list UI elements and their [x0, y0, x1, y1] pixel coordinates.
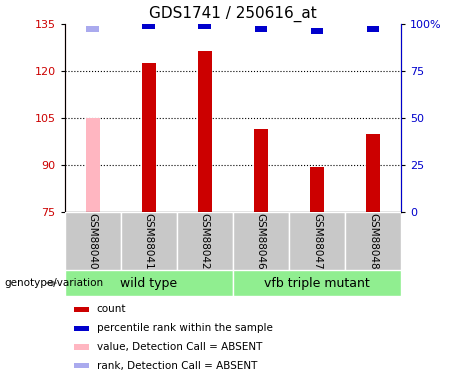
Text: GSM88046: GSM88046	[256, 213, 266, 270]
Text: GSM88040: GSM88040	[88, 213, 98, 270]
Text: value, Detection Call = ABSENT: value, Detection Call = ABSENT	[97, 342, 262, 352]
Bar	[310, 166, 324, 212]
Bar	[311, 28, 323, 34]
Text: percentile rank within the sample: percentile rank within the sample	[97, 323, 272, 333]
Bar	[254, 26, 267, 32]
Bar	[65, 270, 233, 296]
Text: GSM88042: GSM88042	[200, 213, 210, 270]
Bar	[86, 118, 100, 212]
Text: GSM88048: GSM88048	[368, 213, 378, 270]
Bar	[177, 212, 233, 270]
Title: GDS1741 / 250616_at: GDS1741 / 250616_at	[149, 5, 317, 22]
Text: rank, Detection Call = ABSENT: rank, Detection Call = ABSENT	[97, 361, 257, 370]
Bar	[65, 212, 121, 270]
Bar	[74, 363, 89, 368]
Bar	[366, 134, 380, 212]
Bar	[74, 307, 89, 312]
Text: GSM88047: GSM88047	[312, 213, 322, 270]
Bar	[86, 26, 99, 32]
Bar	[366, 26, 379, 32]
Bar	[198, 23, 211, 29]
Text: GSM88041: GSM88041	[144, 213, 154, 270]
Bar	[74, 326, 89, 331]
Bar	[345, 212, 401, 270]
Bar	[198, 51, 212, 212]
Bar	[142, 63, 156, 212]
Bar	[289, 212, 345, 270]
Bar	[254, 129, 268, 212]
Bar	[121, 212, 177, 270]
Text: wild type: wild type	[120, 277, 177, 290]
Bar	[142, 23, 155, 29]
Text: count: count	[97, 304, 126, 314]
Text: vfb triple mutant: vfb triple mutant	[264, 277, 370, 290]
Bar	[233, 270, 401, 296]
Text: genotype/variation: genotype/variation	[5, 278, 104, 288]
Bar	[233, 212, 289, 270]
Bar	[74, 344, 89, 350]
